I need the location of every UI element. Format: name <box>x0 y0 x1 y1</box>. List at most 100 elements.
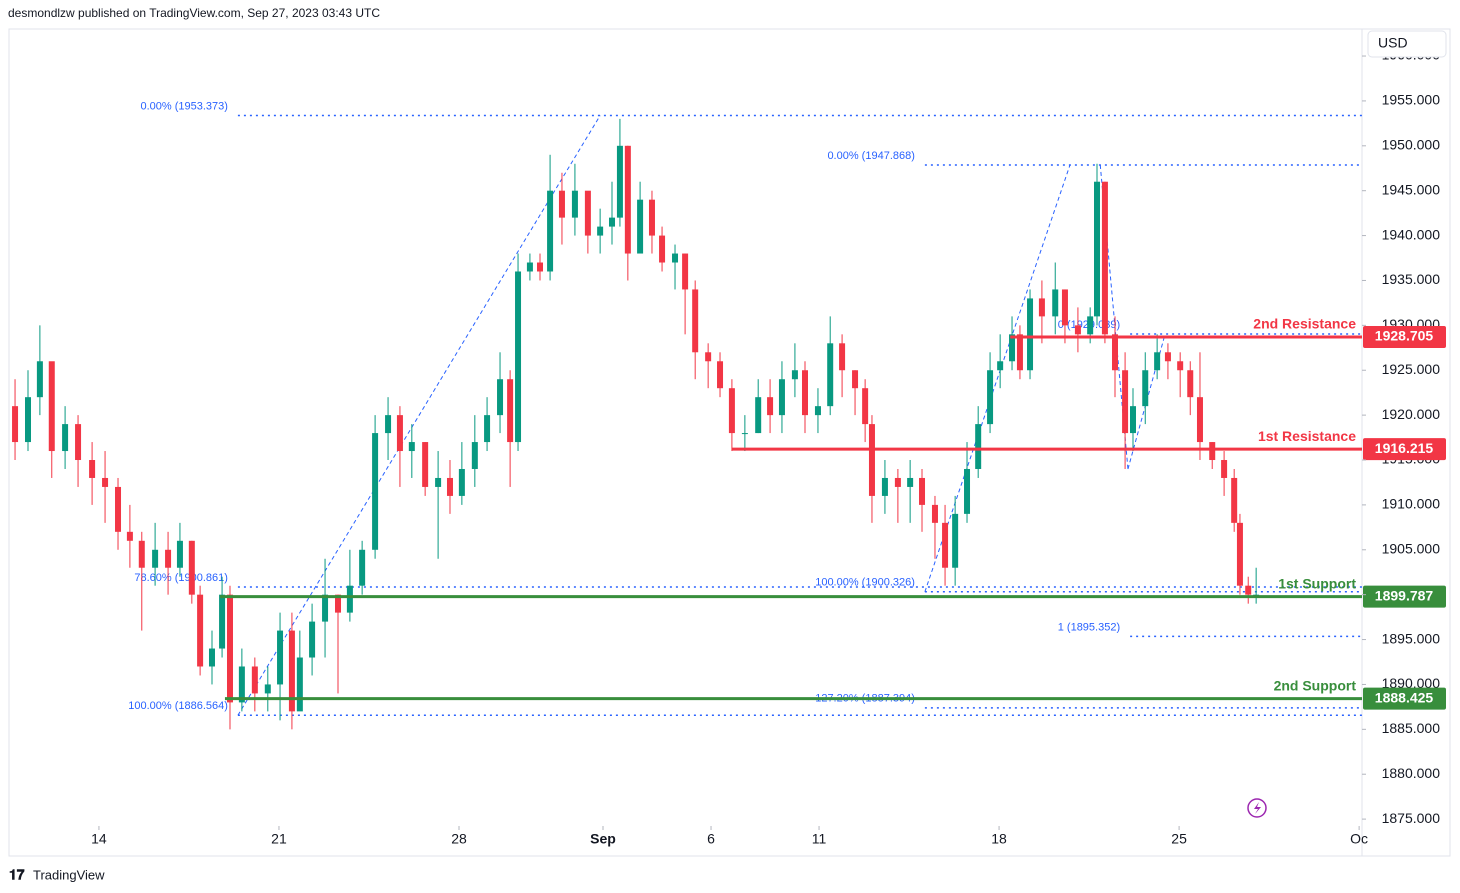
candle-body <box>152 549 159 568</box>
price-tag-label: 1928.705 <box>1375 328 1434 344</box>
candle-body <box>12 406 19 443</box>
y-tick-label: 1950.000 <box>1382 137 1441 153</box>
candle-body <box>609 217 616 227</box>
y-tick-label: 1885.000 <box>1382 720 1441 736</box>
alert-icon[interactable] <box>1247 798 1267 818</box>
candle-body <box>952 513 959 568</box>
y-tick-label: 1880.000 <box>1382 765 1441 781</box>
candle-body <box>705 352 712 362</box>
candle-body <box>1112 334 1119 371</box>
y-tick-label: 1920.000 <box>1382 406 1441 422</box>
price-tag-label: 1899.787 <box>1375 587 1434 603</box>
price-tag <box>1363 585 1446 608</box>
candle-body <box>648 199 655 236</box>
candle-body <box>1154 352 1161 371</box>
y-tick-label: 1905.000 <box>1382 540 1441 556</box>
candle-body <box>138 540 145 568</box>
candle-body <box>62 424 69 452</box>
candle-body <box>165 549 172 568</box>
candle-body <box>791 370 798 380</box>
candle-body <box>1142 370 1149 407</box>
candle-body <box>264 684 271 694</box>
candle-body <box>1209 442 1216 461</box>
frame <box>8 28 1451 857</box>
x-tick-label: 25 <box>1171 831 1187 847</box>
candle-body <box>1027 298 1034 371</box>
y-tick-label: 1925.000 <box>1382 361 1441 377</box>
candle-body <box>767 397 774 416</box>
candle-body <box>75 424 82 461</box>
candle-body <box>597 226 604 236</box>
candle-body <box>1087 316 1094 335</box>
candle-body <box>102 477 109 487</box>
fib-label: 0.00% (1953.373) <box>140 100 227 112</box>
level-name: 1st Resistance <box>1258 428 1356 444</box>
candle-body <box>208 648 215 667</box>
fib-label: 1 (1895.352) <box>1058 621 1120 633</box>
x-tick-label: 21 <box>271 831 287 847</box>
candle-body <box>408 442 415 452</box>
trendline <box>237 115 601 716</box>
candle-body <box>1052 289 1059 317</box>
x-tick-label: 6 <box>707 831 715 847</box>
candle-body <box>672 253 679 263</box>
y-tick-label: 1955.000 <box>1382 92 1441 108</box>
candle-body <box>1164 352 1171 362</box>
candle-body <box>288 630 295 712</box>
candle-body <box>728 388 735 434</box>
candle-body <box>741 433 748 435</box>
y-tick-label: 1910.000 <box>1382 496 1441 512</box>
price-tag <box>1363 687 1446 710</box>
candle-body <box>964 468 971 514</box>
y-tick-label: 1945.000 <box>1382 181 1441 197</box>
candle-body <box>1231 477 1238 523</box>
alert-bolt <box>1254 802 1261 814</box>
candle-body <box>778 379 785 416</box>
candle-body <box>126 531 133 541</box>
candle-body <box>497 379 504 416</box>
currency[interactable]: USD <box>1378 35 1408 51</box>
candle-body <box>219 594 226 649</box>
candle-body <box>755 397 762 434</box>
candle-body <box>309 621 316 658</box>
trendline <box>1127 334 1166 470</box>
price-tag <box>1363 325 1446 348</box>
candle-body <box>446 477 453 496</box>
candle-body <box>435 477 442 487</box>
candle-body <box>115 486 122 532</box>
candle-body <box>188 540 195 595</box>
candle-body <box>717 361 724 389</box>
candle-body <box>1130 406 1137 434</box>
candle-body <box>1177 361 1184 371</box>
candle-body <box>422 442 429 487</box>
fib-label: 78.60% (1900.861) <box>134 572 228 584</box>
candle-body <box>359 549 366 586</box>
candle-body <box>839 343 846 371</box>
candle-body <box>471 442 478 469</box>
candle-body <box>868 424 875 496</box>
candle-body <box>801 370 808 416</box>
candle-body <box>372 433 379 550</box>
candle-body <box>526 262 533 272</box>
price-tag-label: 1916.215 <box>1375 440 1434 456</box>
candle-body <box>584 190 591 236</box>
publish-info: desmondlzw published on TradingView.com,… <box>8 6 380 20</box>
candle-body <box>277 630 284 685</box>
candle-body <box>558 190 565 218</box>
candle-body <box>919 477 926 505</box>
candle-body <box>827 343 834 407</box>
fib-label: 0.00% (1947.868) <box>827 150 914 162</box>
currency-button[interactable] <box>1367 30 1447 58</box>
candle-body <box>322 594 329 622</box>
candle-body <box>931 504 938 523</box>
candle-body <box>692 289 699 353</box>
candle-body <box>296 657 303 712</box>
candle-body <box>997 361 1004 371</box>
candle-body <box>346 585 353 613</box>
candle-body <box>571 190 578 218</box>
candle-body <box>637 199 644 254</box>
candle-body <box>396 415 403 452</box>
y-tick-label: 1875.000 <box>1382 810 1441 826</box>
candle-body <box>987 370 994 425</box>
candle-body <box>176 540 183 568</box>
